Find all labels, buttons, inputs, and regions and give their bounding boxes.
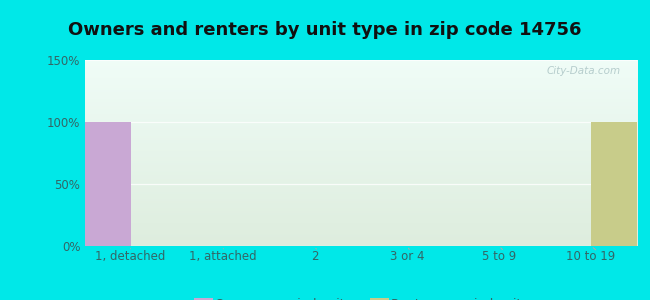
Bar xyxy=(591,122,637,246)
Legend: Owner occupied units, Renter occupied units: Owner occupied units, Renter occupied un… xyxy=(188,293,533,300)
Bar xyxy=(84,122,131,246)
Text: City-Data.com: City-Data.com xyxy=(546,66,620,76)
Text: Owners and renters by unit type in zip code 14756: Owners and renters by unit type in zip c… xyxy=(68,21,582,39)
